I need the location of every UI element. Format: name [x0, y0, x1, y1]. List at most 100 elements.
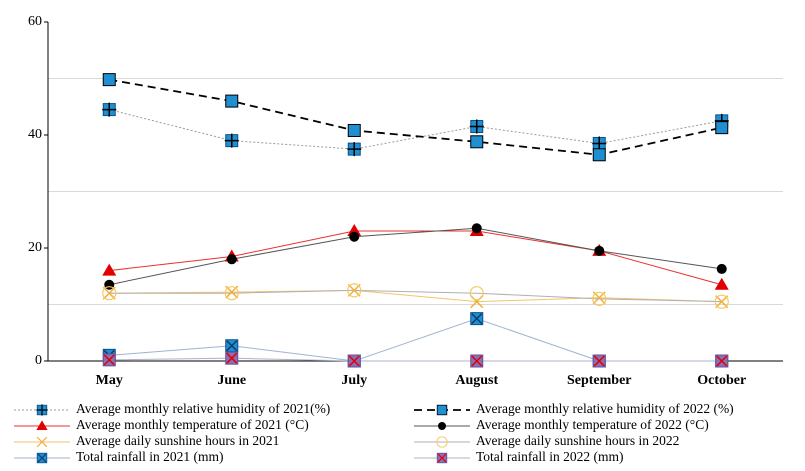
- marker-cross: [102, 102, 117, 117]
- marker-cross: [226, 340, 238, 352]
- marker-body: [36, 420, 48, 430]
- legend-marker: [436, 436, 448, 448]
- marker-body: [471, 223, 482, 234]
- marker-body: [470, 135, 484, 149]
- legend-label: Total rainfall in 2022 (mm): [476, 449, 624, 464]
- x-tick-label: August: [455, 373, 498, 388]
- marker-cross: [592, 136, 607, 151]
- marker-body: [102, 286, 117, 301]
- series-line: [109, 78, 722, 156]
- point: [470, 312, 484, 326]
- series-line: [109, 227, 722, 286]
- marker-cross: [347, 142, 362, 157]
- marker-body: [714, 277, 729, 290]
- series-line: [109, 357, 722, 362]
- legend-label: Average monthly relative humidity of 202…: [476, 401, 734, 416]
- point: [225, 351, 239, 365]
- point: [469, 119, 484, 134]
- marker-body: [469, 286, 484, 301]
- legend-label: Average daily sunshine hours in 2022: [476, 433, 679, 448]
- marker-cross: [224, 133, 239, 148]
- marker-body: [436, 436, 448, 448]
- x-tick-label: July: [341, 373, 367, 388]
- legend-marker: [436, 452, 448, 464]
- marker-body: [592, 291, 607, 306]
- point: [592, 291, 607, 306]
- y-tick-label: 60: [28, 14, 42, 29]
- x-tick-label: October: [697, 373, 746, 388]
- x-tick-label: September: [567, 373, 632, 388]
- point: [102, 353, 116, 367]
- marker-body: [102, 73, 116, 87]
- point: [347, 224, 362, 237]
- marker-body: [714, 294, 729, 309]
- legend-marker: [436, 404, 448, 416]
- legend-marker: [36, 436, 48, 448]
- marker-body: [224, 286, 239, 301]
- marker-cross: [471, 313, 483, 325]
- point: [347, 123, 361, 137]
- marker-body: [349, 231, 360, 242]
- legend-marker: [36, 452, 48, 464]
- point: [470, 354, 484, 368]
- point: [102, 286, 117, 301]
- point: [715, 295, 729, 309]
- marker-cross: [437, 453, 447, 463]
- point: [224, 286, 239, 301]
- point: [102, 263, 117, 276]
- point: [225, 94, 239, 108]
- marker-cross: [593, 355, 605, 367]
- point: [224, 133, 239, 148]
- marker-body: [226, 254, 237, 265]
- series-line: [109, 318, 722, 362]
- point: [102, 102, 117, 117]
- marker-body: [715, 295, 729, 309]
- marker-body: [102, 286, 116, 300]
- legend-label: Average daily sunshine hours in 2021: [76, 433, 279, 448]
- marker-cross: [226, 352, 238, 364]
- legend-label: Total rainfall in 2021 (mm): [76, 449, 224, 464]
- marker-body: [438, 422, 446, 430]
- point: [347, 354, 361, 368]
- marker-body: [592, 148, 606, 162]
- legend-label: Average monthly temperature of 2022 (°C): [476, 417, 709, 432]
- point: [226, 254, 237, 265]
- point: [714, 294, 729, 309]
- point: [102, 286, 116, 300]
- marker-body: [716, 263, 727, 274]
- legend-marker: [36, 404, 48, 416]
- marker-cross: [716, 355, 728, 367]
- series-line: [109, 109, 722, 150]
- point: [347, 283, 362, 298]
- y-tick-label: 0: [35, 353, 42, 368]
- point: [470, 135, 484, 149]
- marker-body: [36, 436, 48, 448]
- point: [715, 121, 729, 135]
- legend-marker: [438, 422, 446, 430]
- point: [349, 231, 360, 242]
- point: [469, 286, 484, 301]
- point: [716, 263, 727, 274]
- marker-body: [347, 283, 362, 298]
- marker-body: [594, 245, 605, 256]
- x-tick-label: May: [96, 373, 123, 388]
- series-line: [109, 230, 722, 286]
- point: [225, 339, 239, 353]
- point: [347, 142, 362, 157]
- y-tick-label: 20: [28, 240, 42, 255]
- point: [594, 245, 605, 256]
- point: [715, 354, 729, 368]
- point: [714, 277, 729, 290]
- x-tick-label: June: [217, 373, 246, 388]
- marker-body: [102, 263, 117, 276]
- legend-marker: [36, 420, 48, 430]
- marker-body: [225, 94, 239, 108]
- marker-cross: [37, 453, 47, 463]
- point: [471, 223, 482, 234]
- series-line: [109, 289, 722, 303]
- legend-label: Average monthly relative humidity of 202…: [76, 401, 330, 416]
- marker-cross: [471, 355, 483, 367]
- series-line: [109, 289, 722, 303]
- marker-cross: [348, 355, 360, 367]
